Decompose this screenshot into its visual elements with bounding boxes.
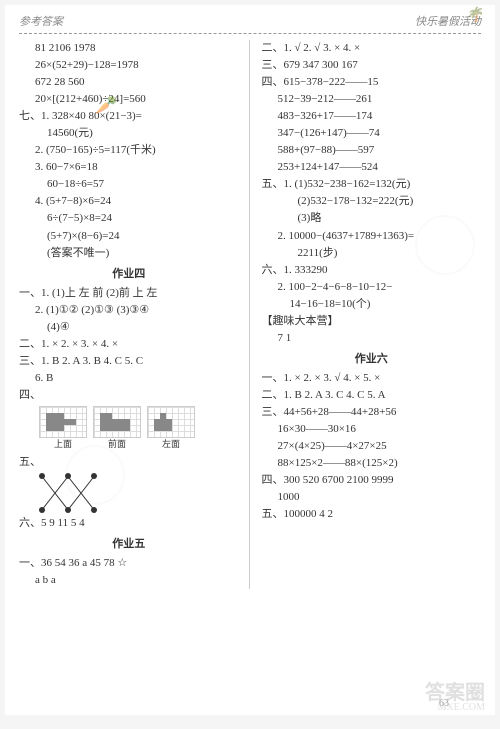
- text-line: 20×[(212+460)÷24]=560: [19, 91, 239, 108]
- text-line: 六、5 9 11 5 4: [19, 515, 239, 532]
- text-line: 六、1. 333290: [262, 262, 482, 279]
- shapes-row: 上面 前面 左面: [39, 406, 239, 452]
- text-line: (答案不唯一): [19, 245, 239, 262]
- grid-shape: [93, 406, 141, 438]
- shape-label: 上面: [54, 438, 72, 452]
- section-title-hw4: 作业四: [19, 266, 239, 283]
- text-line: (5+7)×(8−6)=24: [19, 228, 239, 245]
- text-line: 二、1. √ 2. √ 3. × 4. ×: [262, 40, 482, 57]
- text-line: (3)略: [262, 210, 482, 227]
- text-line: 2. (750−165)÷5=117(千米): [19, 142, 239, 159]
- right-column: 二、1. √ 2. √ 3. × 4. × 三、679 347 300 167 …: [262, 40, 482, 589]
- left-column: 81 2106 1978 26×(52+29)−128=1978 672 28 …: [19, 40, 250, 589]
- text-line: 16×30——30×16: [262, 421, 482, 438]
- text-line: 二、1. B 2. A 3. C 4. C 5. A: [262, 387, 482, 404]
- text-line: 一、36 54 36 a 45 78 ☆: [19, 555, 239, 572]
- text-line: a b a: [19, 572, 239, 589]
- text-line: 81 2106 1978: [19, 40, 239, 57]
- text-line: 四、300 520 6700 2100 9999: [262, 472, 482, 489]
- text-line: 三、679 347 300 167: [262, 57, 482, 74]
- text-line: 五、100000 4 2: [262, 506, 482, 523]
- fun-title: 【趣味大本营】: [262, 313, 482, 330]
- text-line: 四、615−378−222——15: [262, 74, 482, 91]
- shape-top: 上面: [39, 406, 87, 452]
- text-line: 一、1. (1)上 左 前 (2)前 上 左: [19, 285, 239, 302]
- text-line: 347−(126+147)——74: [262, 125, 482, 142]
- shape-label: 左面: [162, 438, 180, 452]
- header-left: 参考答案: [19, 13, 63, 29]
- cross-diagram: [39, 473, 119, 513]
- content-columns: 81 2106 1978 26×(52+29)−128=1978 672 28 …: [19, 40, 481, 589]
- header-right: 快乐暑假活动 🌴: [415, 13, 481, 29]
- shape-left: 左面: [147, 406, 195, 452]
- watermark-sub: MXE.COM: [437, 702, 485, 713]
- text-line: 2. 100−2−4−6−8−10−12−: [262, 279, 482, 296]
- grid-shape: [39, 406, 87, 438]
- text-line: 三、44+56+28——44+28+56: [262, 404, 482, 421]
- text-line: 1000: [262, 489, 482, 506]
- text-line: (2)532−178−132=222(元): [262, 193, 482, 210]
- text-line: 26×(52+29)−128=1978: [19, 57, 239, 74]
- text-line: 三、1. B 2. A 3. B 4. C 5. C: [19, 353, 239, 370]
- shape-label: 前面: [108, 438, 126, 452]
- grid-shape: [147, 406, 195, 438]
- text-line: 512−39−212——261: [262, 91, 482, 108]
- text-line: (4)④: [19, 319, 239, 336]
- text-line: 五、1. (1)532−238−162=132(元): [262, 176, 482, 193]
- text-line: 二、1. × 2. × 3. × 4. ×: [19, 336, 239, 353]
- page-header: 参考答案 快乐暑假活动 🌴: [19, 13, 481, 34]
- watermark: 答案圈: [425, 676, 485, 705]
- shape-front: 前面: [93, 406, 141, 452]
- text-line: 4. (5+7−8)×6=24: [19, 193, 239, 210]
- text-line: 7 1: [262, 330, 482, 347]
- text-line: 88×125×2——88×(125×2): [262, 455, 482, 472]
- section-title-hw6: 作业六: [262, 351, 482, 368]
- text-line: 27×(4×25)——4×27×25: [262, 438, 482, 455]
- section-title-hw5: 作业五: [19, 536, 239, 553]
- text-line: 6÷(7−5)×8=24: [19, 210, 239, 227]
- text-line: 2211(步): [262, 245, 482, 262]
- text-line: 253+124+147——524: [262, 159, 482, 176]
- text-line: 3. 60−7×6=18: [19, 159, 239, 176]
- text-line: 四、: [19, 387, 239, 404]
- text-line: 五、: [19, 454, 239, 471]
- page-container: 参考答案 快乐暑假活动 🌴 🥕 81 2106 1978 26×(52+29)−…: [5, 5, 495, 715]
- text-line: 14560(元): [19, 125, 239, 142]
- text-line: 672 28 560: [19, 74, 239, 91]
- text-line: 588+(97−88)——597: [262, 142, 482, 159]
- palm-icon: 🌴: [466, 7, 483, 24]
- text-line: 七、1. 328×40 80×(21−3)=: [19, 108, 239, 125]
- text-line: 一、1. × 2. × 3. √ 4. × 5. ×: [262, 370, 482, 387]
- text-line: 60−18÷6=57: [19, 176, 239, 193]
- text-line: 483−326+17——174: [262, 108, 482, 125]
- text-line: 2. (1)①② (2)①③ (3)③④: [19, 302, 239, 319]
- text-line: 2. 10000−(4637+1789+1363)=: [262, 228, 482, 245]
- text-line: 14−16−18=10(个): [262, 296, 482, 313]
- text-line: 6. B: [19, 370, 239, 387]
